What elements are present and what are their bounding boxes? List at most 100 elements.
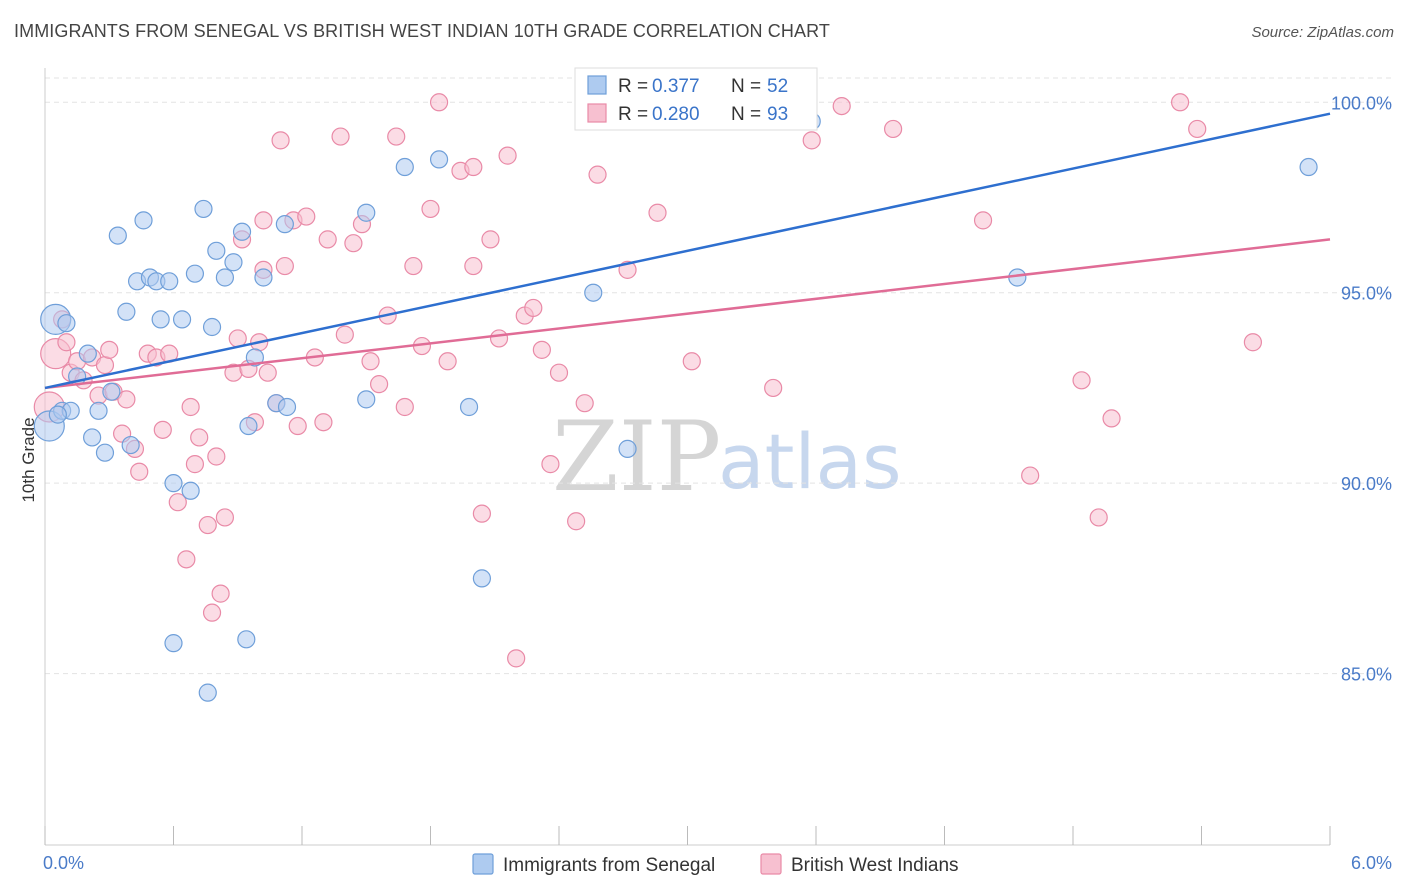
point-british-west-indians bbox=[472, 504, 491, 523]
point-immigrants-from-senegal bbox=[584, 283, 603, 302]
series-immigrants-from-senegal bbox=[33, 93, 1318, 702]
point-british-west-indians bbox=[314, 413, 333, 432]
legend-swatch-senegal bbox=[587, 75, 607, 95]
point-immigrants-from-senegal bbox=[108, 226, 127, 245]
point-immigrants-from-senegal bbox=[1299, 157, 1318, 177]
y-tick-label: 85.0% bbox=[1341, 665, 1392, 685]
point-british-west-indians bbox=[297, 207, 316, 226]
point-immigrants-from-senegal bbox=[83, 428, 102, 447]
y-tick-label: 100.0% bbox=[1331, 93, 1392, 113]
point-british-west-indians bbox=[832, 96, 851, 116]
point-british-west-indians bbox=[275, 256, 294, 276]
point-immigrants-from-senegal bbox=[239, 416, 258, 436]
point-immigrants-from-senegal bbox=[164, 634, 183, 653]
point-immigrants-from-senegal bbox=[207, 241, 226, 260]
watermark-atlas: atlas bbox=[718, 417, 902, 506]
point-immigrants-from-senegal bbox=[232, 222, 252, 241]
point-british-west-indians bbox=[489, 329, 509, 348]
point-british-west-indians bbox=[207, 447, 226, 466]
point-immigrants-from-senegal bbox=[277, 397, 297, 417]
point-immigrants-from-senegal bbox=[89, 401, 108, 420]
point-immigrants-from-senegal bbox=[78, 344, 97, 363]
point-immigrants-from-senegal bbox=[164, 474, 183, 493]
point-immigrants-from-senegal bbox=[102, 382, 121, 401]
point-british-west-indians bbox=[258, 363, 277, 382]
point-british-west-indians bbox=[181, 397, 200, 417]
point-immigrants-from-senegal bbox=[459, 397, 479, 417]
point-british-west-indians bbox=[370, 375, 389, 394]
point-immigrants-from-senegal bbox=[160, 272, 179, 291]
point-british-west-indians bbox=[1089, 508, 1108, 527]
point-immigrants-from-senegal bbox=[202, 317, 222, 337]
trend-line-immigrants-from-senegal bbox=[44, 112, 1331, 390]
point-british-west-indians bbox=[361, 352, 380, 371]
legend-swatch-british-west-indians bbox=[587, 103, 607, 123]
point-british-west-indians bbox=[57, 333, 76, 352]
point-british-west-indians bbox=[541, 455, 560, 474]
legend-n-value-bwi: 93 bbox=[767, 104, 788, 125]
point-british-west-indians bbox=[211, 584, 230, 603]
point-british-west-indians bbox=[130, 462, 149, 481]
y-tick-label: 90.0% bbox=[1341, 474, 1392, 494]
point-immigrants-from-senegal bbox=[134, 211, 153, 230]
point-british-west-indians bbox=[185, 455, 205, 474]
point-british-west-indians bbox=[335, 325, 354, 344]
legend-n-value-senegal: 52 bbox=[767, 76, 788, 97]
point-british-west-indians bbox=[507, 649, 526, 668]
point-british-west-indians bbox=[288, 416, 307, 436]
point-immigrants-from-senegal bbox=[172, 310, 192, 329]
point-immigrants-from-senegal bbox=[472, 569, 491, 588]
bottom-legend: Immigrants from Senegal British West Ind… bbox=[472, 853, 959, 876]
point-immigrants-from-senegal bbox=[151, 310, 170, 329]
point-immigrants-from-senegal bbox=[395, 157, 414, 177]
point-british-west-indians bbox=[117, 390, 136, 409]
axes bbox=[44, 68, 1331, 846]
point-british-west-indians bbox=[588, 165, 607, 184]
legend-r-value-bwi: 0.280 bbox=[652, 104, 700, 125]
point-immigrants-from-senegal bbox=[237, 630, 256, 649]
point-british-west-indians bbox=[190, 428, 209, 447]
trend-lines bbox=[44, 112, 1331, 390]
point-british-west-indians bbox=[395, 397, 414, 417]
point-immigrants-from-senegal bbox=[121, 435, 140, 455]
source-credit: Source: ZipAtlas.com bbox=[1251, 24, 1394, 41]
point-british-west-indians bbox=[168, 493, 187, 512]
point-immigrants-from-senegal bbox=[618, 439, 637, 458]
trend-line-british-west-indians bbox=[44, 238, 1331, 390]
point-immigrants-from-senegal bbox=[57, 314, 76, 333]
point-british-west-indians bbox=[95, 355, 115, 375]
point-immigrants-from-senegal bbox=[245, 348, 264, 367]
point-british-west-indians bbox=[567, 512, 586, 531]
point-british-west-indians bbox=[198, 515, 217, 535]
point-british-west-indians bbox=[215, 508, 234, 527]
point-british-west-indians bbox=[481, 230, 500, 249]
legend-box bbox=[574, 67, 818, 131]
bottom-legend-swatch-bwi bbox=[760, 853, 782, 875]
point-british-west-indians bbox=[973, 211, 993, 230]
point-british-west-indians bbox=[1188, 119, 1207, 139]
point-british-west-indians bbox=[404, 256, 423, 276]
watermark-zip: ZIP bbox=[552, 401, 721, 513]
point-immigrants-from-senegal bbox=[254, 268, 273, 287]
legend-r-value-senegal: 0.377 bbox=[652, 76, 700, 97]
legend-r-label-bwi: R = bbox=[618, 104, 648, 125]
point-british-west-indians bbox=[429, 93, 449, 112]
bottom-legend-label-bwi: British West Indians bbox=[791, 855, 959, 876]
point-british-west-indians bbox=[883, 119, 903, 139]
point-british-west-indians bbox=[344, 234, 363, 253]
y-axis-label: 10th Grade bbox=[19, 417, 38, 502]
point-immigrants-from-senegal bbox=[194, 199, 213, 219]
point-british-west-indians bbox=[177, 550, 196, 569]
bottom-legend-label-senegal: Immigrants from Senegal bbox=[503, 855, 715, 876]
point-immigrants-from-senegal bbox=[357, 390, 376, 409]
point-british-west-indians bbox=[1102, 409, 1121, 428]
point-british-west-indians bbox=[202, 603, 222, 622]
point-immigrants-from-senegal bbox=[275, 215, 294, 234]
point-british-west-indians bbox=[1170, 93, 1190, 112]
point-british-west-indians bbox=[1243, 333, 1263, 352]
point-british-west-indians bbox=[387, 127, 406, 146]
point-immigrants-from-senegal bbox=[185, 264, 205, 283]
point-british-west-indians bbox=[271, 131, 290, 150]
legend-r-label-senegal: R = bbox=[618, 76, 648, 97]
